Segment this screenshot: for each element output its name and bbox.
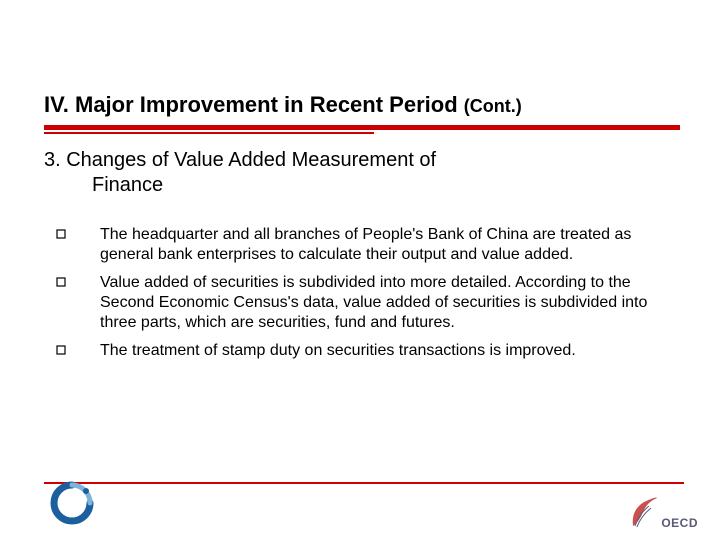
square-bullet-icon	[56, 341, 100, 361]
list-item-text: Value added of securities is subdivided …	[100, 273, 676, 333]
list-item: The headquarter and all branches of Peop…	[56, 225, 676, 265]
divider-thick	[44, 125, 680, 130]
section-heading-line2: Finance	[44, 173, 676, 198]
section-heading: 3. Changes of Value Added Measurement of…	[44, 148, 676, 198]
title-cont: (Cont.)	[464, 96, 522, 116]
divider-footer	[44, 482, 684, 484]
square-bullet-icon	[56, 225, 100, 265]
list-item: Value added of securities is subdivided …	[56, 273, 676, 333]
slide: IV. Major Improvement in Recent Period (…	[0, 0, 720, 540]
square-bullet-icon	[56, 273, 100, 333]
list-item: The treatment of stamp duty on securitie…	[56, 341, 676, 361]
oecd-logo: OECD	[629, 496, 698, 530]
section-heading-line1: 3. Changes of Value Added Measurement of	[44, 149, 436, 171]
slide-title: IV. Major Improvement in Recent Period (…	[44, 92, 700, 118]
list-item-text: The treatment of stamp duty on securitie…	[100, 341, 576, 361]
swirl-logo-icon	[50, 481, 94, 530]
divider-thin	[44, 132, 374, 134]
list-item-text: The headquarter and all branches of Peop…	[100, 225, 676, 265]
oecd-logo-text: OECD	[661, 516, 698, 530]
bullet-list: The headquarter and all branches of Peop…	[56, 225, 676, 369]
title-main: IV. Major Improvement in Recent Period	[44, 92, 458, 117]
oecd-swoosh-icon	[629, 496, 659, 530]
